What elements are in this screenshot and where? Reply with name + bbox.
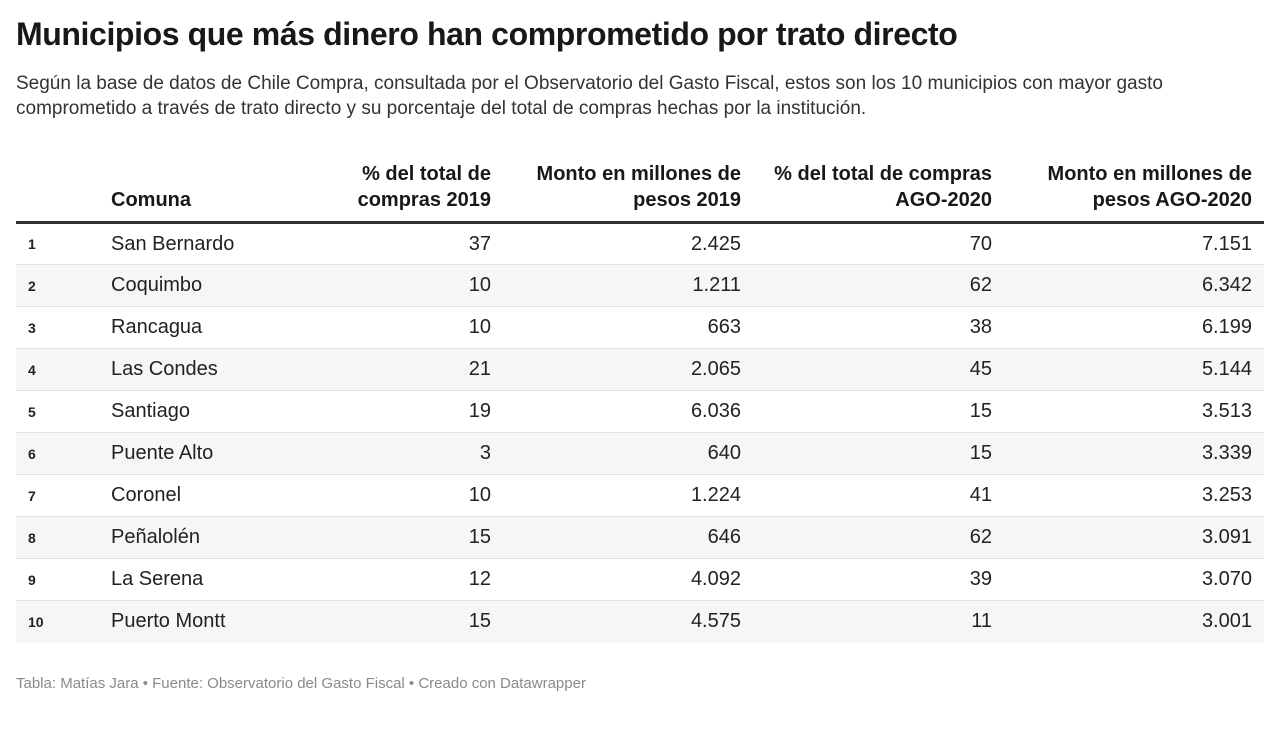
chart-title: Municipios que más dinero han comprometi… <box>16 16 958 52</box>
cell-pct-2020: 15 <box>753 432 1004 475</box>
cell-monto-2020: 3.001 <box>1004 600 1264 643</box>
cell-pct-2019: 3 <box>291 432 503 475</box>
header-rank <box>16 161 111 224</box>
cell-rank: 6 <box>16 432 111 475</box>
cell-pct-2020: 11 <box>753 600 1004 643</box>
cell-comuna: Puente Alto <box>111 432 291 475</box>
cell-pct-2019: 15 <box>291 600 503 643</box>
cell-monto-2020: 3.339 <box>1004 432 1264 475</box>
cell-monto-2020: 3.513 <box>1004 390 1264 433</box>
table-row: 1 San Bernardo 37 2.425 70 7.151 <box>16 222 1264 265</box>
cell-rank: 4 <box>16 348 111 391</box>
table-header-row: Comuna % del total de compras 2019 Monto… <box>16 161 1264 224</box>
cell-pct-2019: 15 <box>291 516 503 559</box>
cell-comuna: Coquimbo <box>111 264 291 307</box>
cell-rank: 5 <box>16 390 111 433</box>
cell-pct-2019: 37 <box>291 222 503 265</box>
header-pct-2019: % del total de compras 2019 <box>291 161 503 224</box>
header-monto-2019: Monto en millones de pesos 2019 <box>503 161 753 224</box>
cell-rank: 7 <box>16 474 111 517</box>
cell-comuna: La Serena <box>111 558 291 601</box>
header-pct-2020: % del total de compras AGO-2020 <box>753 161 1004 224</box>
cell-monto-2020: 3.091 <box>1004 516 1264 559</box>
cell-monto-2019: 2.065 <box>503 348 753 391</box>
chart-container: Municipios que más dinero han comprometi… <box>16 16 1264 692</box>
cell-comuna: Rancagua <box>111 306 291 349</box>
cell-monto-2020: 6.342 <box>1004 264 1264 307</box>
cell-pct-2019: 21 <box>291 348 503 391</box>
cell-comuna: Puerto Montt <box>111 600 291 643</box>
cell-comuna: Las Condes <box>111 348 291 391</box>
cell-monto-2020: 7.151 <box>1004 222 1264 265</box>
cell-monto-2019: 663 <box>503 306 753 349</box>
cell-monto-2020: 5.144 <box>1004 348 1264 391</box>
data-table: Comuna % del total de compras 2019 Monto… <box>16 161 1264 643</box>
cell-pct-2019: 10 <box>291 264 503 307</box>
cell-monto-2019: 1.224 <box>503 474 753 517</box>
cell-pct-2020: 70 <box>753 222 1004 265</box>
chart-footer: Tabla: Matías Jara • Fuente: Observatori… <box>16 674 586 692</box>
cell-monto-2020: 3.253 <box>1004 474 1264 517</box>
table-row: 4 Las Condes 21 2.065 45 5.144 <box>16 348 1264 391</box>
cell-comuna: San Bernardo <box>111 222 291 265</box>
cell-rank: 8 <box>16 516 111 559</box>
table-row: 5 Santiago 19 6.036 15 3.513 <box>16 390 1264 433</box>
table-row: 2 Coquimbo 10 1.211 62 6.342 <box>16 264 1264 307</box>
cell-pct-2020: 39 <box>753 558 1004 601</box>
cell-rank: 3 <box>16 306 111 349</box>
cell-monto-2019: 2.425 <box>503 222 753 265</box>
cell-pct-2019: 19 <box>291 390 503 433</box>
cell-monto-2019: 4.092 <box>503 558 753 601</box>
cell-pct-2020: 62 <box>753 516 1004 559</box>
table-row: 10 Puerto Montt 15 4.575 11 3.001 <box>16 600 1264 643</box>
table-row: 6 Puente Alto 3 640 15 3.339 <box>16 432 1264 475</box>
cell-comuna: Coronel <box>111 474 291 517</box>
cell-rank: 9 <box>16 558 111 601</box>
cell-monto-2020: 3.070 <box>1004 558 1264 601</box>
cell-pct-2020: 41 <box>753 474 1004 517</box>
cell-monto-2019: 6.036 <box>503 390 753 433</box>
cell-pct-2020: 15 <box>753 390 1004 433</box>
table-row: 7 Coronel 10 1.224 41 3.253 <box>16 474 1264 517</box>
table-row: 3 Rancagua 10 663 38 6.199 <box>16 306 1264 349</box>
cell-pct-2019: 12 <box>291 558 503 601</box>
cell-rank: 1 <box>16 222 111 265</box>
cell-pct-2019: 10 <box>291 306 503 349</box>
cell-comuna: Peñalolén <box>111 516 291 559</box>
table-row: 9 La Serena 12 4.092 39 3.070 <box>16 558 1264 601</box>
cell-rank: 2 <box>16 264 111 307</box>
cell-monto-2019: 1.211 <box>503 264 753 307</box>
table-body: 1 San Bernardo 37 2.425 70 7.151 2 Coquimbo 10 1.… <box>16 222 1264 643</box>
chart-description: Según la base de datos de Chile Compra, … <box>16 73 1163 119</box>
cell-pct-2020: 38 <box>753 306 1004 349</box>
cell-comuna: Santiago <box>111 390 291 433</box>
cell-pct-2019: 10 <box>291 474 503 517</box>
cell-monto-2020: 6.199 <box>1004 306 1264 349</box>
cell-monto-2019: 646 <box>503 516 753 559</box>
header-comuna: Comuna <box>111 161 291 224</box>
table-row: 8 Peñalolén 15 646 62 3.091 <box>16 516 1264 559</box>
cell-monto-2019: 640 <box>503 432 753 475</box>
header-monto-2020: Monto en millones de pesos AGO-2020 <box>1004 161 1264 224</box>
cell-pct-2020: 45 <box>753 348 1004 391</box>
cell-monto-2019: 4.575 <box>503 600 753 643</box>
cell-rank: 10 <box>16 600 111 643</box>
cell-pct-2020: 62 <box>753 264 1004 307</box>
